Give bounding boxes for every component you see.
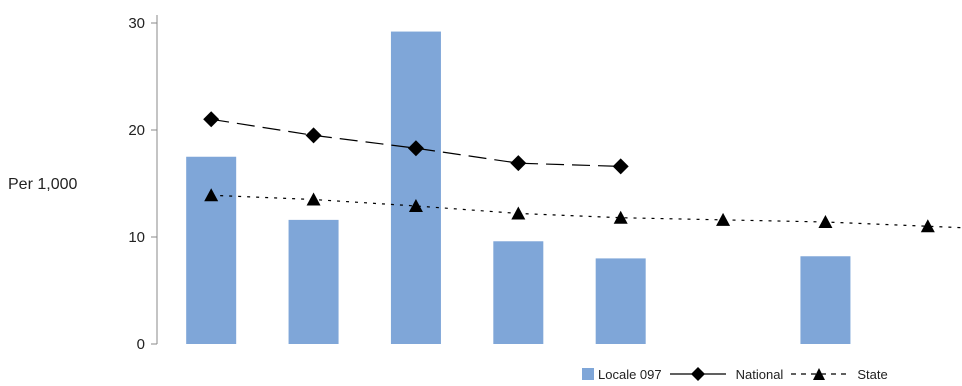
legend-label-state: State xyxy=(857,366,888,382)
lines-group xyxy=(211,118,962,229)
markers-group xyxy=(203,111,935,233)
marker-national xyxy=(510,155,527,172)
marker-national xyxy=(305,127,322,144)
marker-state xyxy=(306,192,321,206)
marker-national xyxy=(612,158,629,175)
y-axis-label: Per 1,000 xyxy=(8,176,78,193)
marker-state xyxy=(818,215,833,229)
legend-line-state xyxy=(791,368,848,380)
bar-locale-097 xyxy=(288,219,339,344)
y-tick-label: 10 xyxy=(128,229,145,246)
marker-state xyxy=(204,188,219,202)
legend-swatch-locale xyxy=(582,368,594,380)
line-national xyxy=(211,118,621,167)
marker-state xyxy=(613,210,628,224)
axes: 0 10 20 30 xyxy=(128,15,158,353)
line-state xyxy=(211,194,962,229)
bar-locale-097 xyxy=(595,258,646,344)
y-tick-label: 30 xyxy=(128,15,145,32)
bars-group xyxy=(186,31,851,345)
marker-state xyxy=(511,206,526,220)
bar-locale-097 xyxy=(186,156,237,344)
marker-state xyxy=(716,212,731,226)
legend-label-national: National xyxy=(735,366,784,382)
y-tick-label: 0 xyxy=(137,336,145,353)
marker-state xyxy=(920,219,935,233)
bar-locale-097 xyxy=(390,31,441,345)
legend-label-locale: Locale 097 xyxy=(598,366,662,382)
y-tick-label: 20 xyxy=(128,122,145,139)
legend: Locale 097 National State xyxy=(582,364,894,384)
marker-state xyxy=(408,198,423,212)
bar-locale-097 xyxy=(493,241,544,344)
bar-locale-097 xyxy=(800,256,851,344)
legend-line-national xyxy=(669,367,726,381)
marker-national xyxy=(203,111,220,128)
marker-national xyxy=(407,140,424,157)
